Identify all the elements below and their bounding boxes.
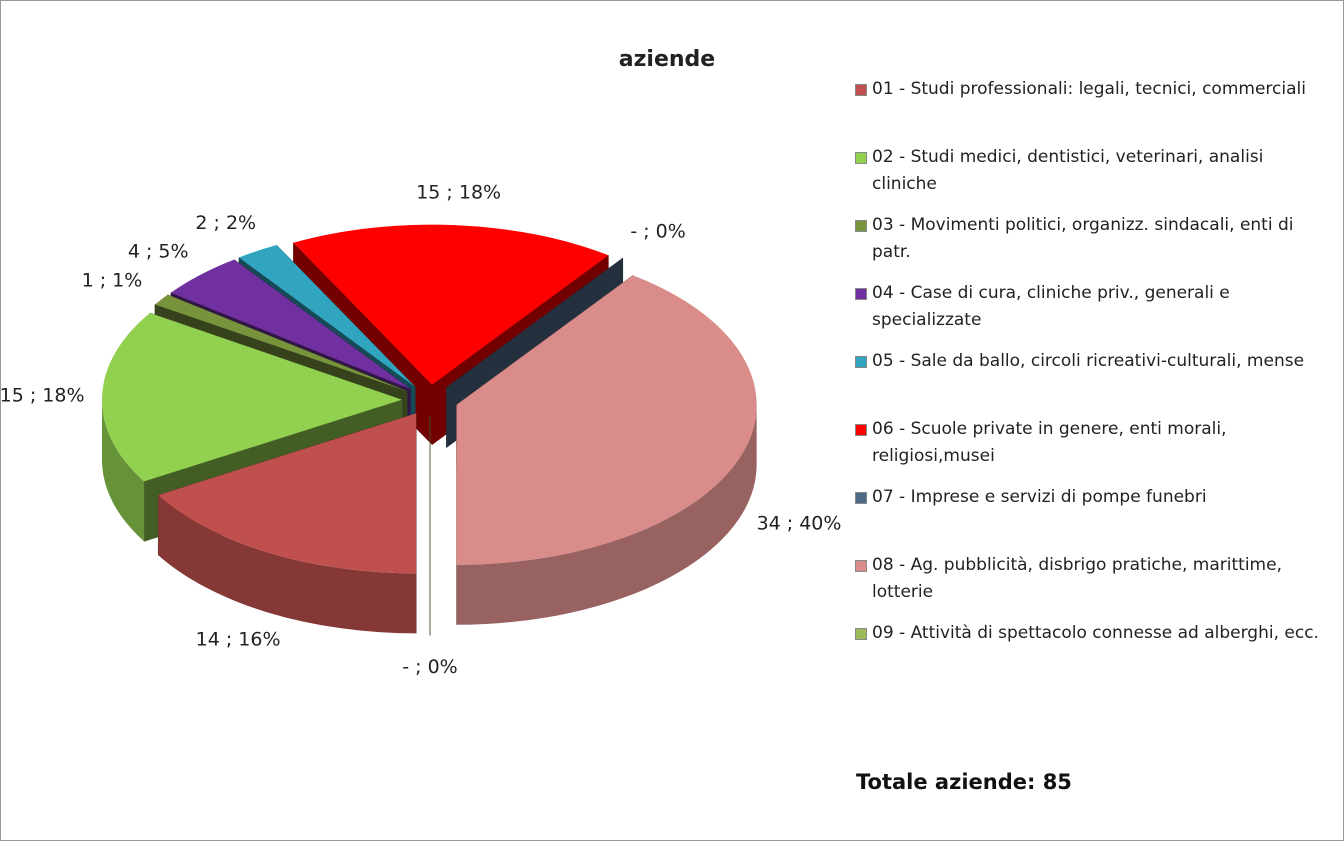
chart-title: aziende bbox=[619, 47, 715, 72]
legend-swatch bbox=[855, 560, 867, 572]
slice-top bbox=[238, 245, 416, 387]
legend-label: 04 - Case di cura, cliniche priv., gener… bbox=[872, 283, 1230, 330]
legend-entry: 06 - Scuole private in genere, enti mora… bbox=[855, 416, 1322, 470]
slice-top bbox=[154, 294, 408, 392]
data-label: - ; 0% bbox=[630, 221, 685, 243]
slice-top bbox=[158, 413, 417, 574]
pie-slice bbox=[456, 274, 757, 625]
data-label: 15 ; 18% bbox=[416, 182, 501, 204]
data-label: - ; 0% bbox=[402, 656, 457, 678]
legend-swatch bbox=[855, 492, 867, 504]
legend-label: 03 - Movimenti politici, organizz. sinda… bbox=[872, 215, 1294, 262]
total-annotation: Totale aziende: 85 bbox=[856, 770, 1072, 794]
legend-label: 09 - Attività di spettacolo connesse ad … bbox=[872, 623, 1319, 643]
legend-entry: 09 - Attività di spettacolo connesse ad … bbox=[855, 620, 1322, 647]
legend-swatch bbox=[855, 356, 867, 368]
legend-entry: 02 - Studi medici, dentistici, veterinar… bbox=[855, 144, 1322, 198]
legend-label: 01 - Studi professionali: legali, tecnic… bbox=[872, 79, 1306, 99]
data-label: 15 ; 18% bbox=[0, 385, 85, 407]
slice-top bbox=[170, 259, 411, 390]
legend-swatch bbox=[855, 152, 867, 164]
legend-entry: 01 - Studi professionali: legali, tecnic… bbox=[855, 76, 1322, 103]
slice-outer-wall bbox=[102, 399, 145, 542]
legend-label: 07 - Imprese e servizi di pompe funebri bbox=[872, 487, 1207, 507]
slice-top bbox=[102, 312, 403, 482]
data-label: 14 ; 16% bbox=[196, 629, 281, 651]
legend-swatch bbox=[855, 628, 867, 640]
slice-outer-wall bbox=[158, 495, 417, 634]
data-label: 4 ; 5% bbox=[128, 240, 189, 262]
legend-swatch bbox=[855, 220, 867, 232]
legend-swatch bbox=[855, 288, 867, 300]
data-label: 1 ; 1% bbox=[82, 270, 143, 292]
slice-top bbox=[456, 275, 757, 565]
slice-top bbox=[293, 224, 609, 385]
data-label: 34 ; 40% bbox=[757, 513, 842, 535]
legend-label: 02 - Studi medici, dentistici, veterinar… bbox=[872, 147, 1264, 194]
legend-entry: 03 - Movimenti politici, organizz. sinda… bbox=[855, 212, 1322, 266]
legend-label: 05 - Sale da ballo, circoli ricreativi-c… bbox=[872, 351, 1305, 371]
legend-entry: 04 - Case di cura, cliniche priv., gener… bbox=[855, 280, 1322, 334]
legend-swatch bbox=[855, 84, 867, 96]
slice-outer-wall bbox=[456, 404, 757, 625]
legend-entry: 05 - Sale da ballo, circoli ricreativi-c… bbox=[855, 348, 1322, 375]
legend-entry: 08 - Ag. pubblicità, disbrigo pratiche, … bbox=[855, 552, 1322, 606]
pie-slice bbox=[157, 413, 417, 634]
legend-swatch bbox=[855, 424, 867, 436]
legend-label: 08 - Ag. pubblicità, disbrigo pratiche, … bbox=[872, 555, 1282, 602]
legend-label: 06 - Scuole private in genere, enti mora… bbox=[872, 419, 1227, 466]
data-label: 2 ; 2% bbox=[195, 212, 256, 234]
legend-entry: 07 - Imprese e servizi di pompe funebri bbox=[855, 484, 1322, 511]
